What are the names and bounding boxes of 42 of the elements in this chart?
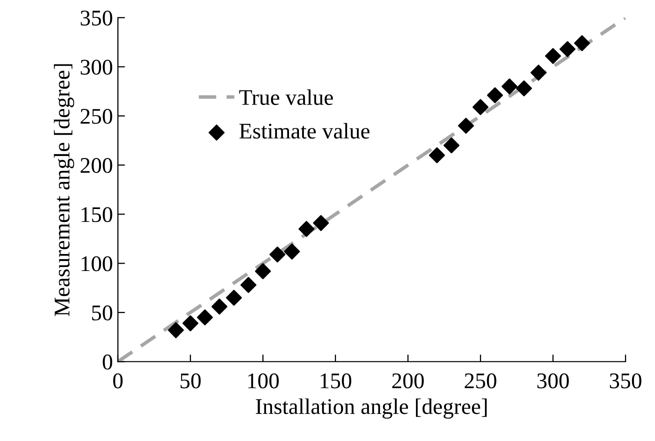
point: [312, 215, 329, 232]
legend-label: True value: [239, 89, 333, 106]
point: [196, 309, 213, 326]
point: [444, 137, 460, 154]
y-tick-label: 50: [92, 305, 112, 320]
point: [226, 290, 242, 306]
point: [487, 87, 503, 104]
point: [472, 99, 488, 116]
x-axis-title: Installation angle [degree]: [256, 398, 487, 419]
legend-label: Estimate value: [239, 122, 370, 139]
point: [429, 147, 445, 164]
x-tick-label: 0: [113, 373, 123, 388]
x-tick-label: 250: [464, 373, 496, 388]
x-tick-label: 300: [537, 373, 569, 388]
y-tick-label: 250: [80, 108, 112, 124]
y-tick-label: 150: [82, 207, 112, 222]
y-axis-title: Measurement angle [degree]: [54, 64, 74, 316]
x-tick-label: 200: [392, 373, 424, 388]
x-tick-label: 350: [610, 373, 642, 388]
y-tick-label: 350: [80, 10, 112, 26]
point: [530, 64, 546, 81]
y-tick-label: 200: [80, 158, 112, 173]
point: [182, 315, 198, 332]
point: [211, 298, 228, 315]
y-tick-label: 0: [102, 354, 112, 370]
point: [560, 41, 576, 58]
y-tick-label: 300: [80, 60, 112, 75]
point: [269, 246, 286, 262]
x-tick-label: 150: [320, 373, 352, 388]
point: [284, 244, 300, 260]
point: [502, 78, 518, 94]
x-tick-label: 50: [180, 373, 201, 388]
point: [545, 48, 561, 64]
point: [458, 118, 474, 134]
x-tick-label: 100: [248, 373, 279, 388]
point: [254, 263, 271, 280]
y-tick-label: 100: [82, 256, 112, 272]
point: [574, 35, 590, 52]
point: [516, 80, 532, 96]
point: [168, 322, 184, 338]
point: [298, 220, 314, 237]
point: [240, 276, 256, 293]
